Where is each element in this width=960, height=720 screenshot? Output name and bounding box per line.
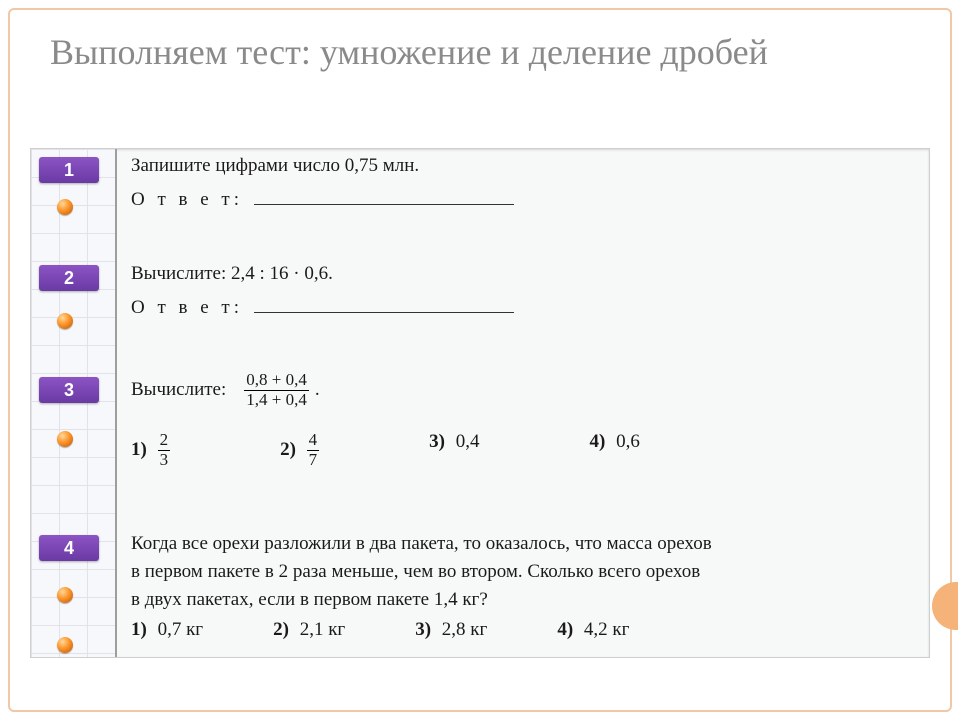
option-1[interactable]: 1) 2 3	[131, 431, 170, 469]
question-number-1: 1	[39, 157, 99, 183]
bullet-icon	[57, 199, 73, 215]
question-number-4: 4	[39, 535, 99, 561]
question-3-prefix: Вычислите:	[131, 379, 226, 401]
option-2[interactable]: 2) 4 7	[280, 431, 319, 469]
option-3[interactable]: 3) 0,4	[429, 431, 479, 469]
question-3-prompt: Вычислите: 0,8 + 0,4 1,4 + 0,4 .	[131, 371, 919, 409]
question-1-answer-row: О т в е т:	[131, 189, 919, 211]
question-3: Вычислите: 0,8 + 0,4 1,4 + 0,4 . 1) 2 3	[131, 371, 919, 470]
option-2[interactable]: 2) 2,1 кг	[273, 619, 345, 641]
question-2-answer-row: О т в е т:	[131, 297, 919, 319]
question-number-3: 3	[39, 377, 99, 403]
option-1[interactable]: 1) 0,7 кг	[131, 619, 203, 641]
option-4[interactable]: 4) 4,2 кг	[557, 619, 629, 641]
answer-blank[interactable]	[254, 298, 514, 313]
question-1: Запишите цифрами число 0,75 млн. О т в е…	[131, 155, 919, 211]
bullet-icon	[57, 313, 73, 329]
question-number-2: 2	[39, 265, 99, 291]
answer-blank[interactable]	[254, 190, 514, 205]
page-title: Выполняем тест: умножение и деление дроб…	[50, 30, 910, 75]
question-4: Когда все орехи разложили в два пакета, …	[131, 533, 919, 641]
option-3[interactable]: 3) 2,8 кг	[415, 619, 487, 641]
grid-column	[31, 149, 117, 657]
answer-label: О т в е т:	[131, 297, 243, 318]
bullet-icon	[57, 431, 73, 447]
question-2-prompt: Вычислите: 2,4 : 16 · 0,6.	[131, 263, 919, 285]
question-4-line3: в двух пакетах, если в первом пакете 1,4…	[131, 589, 919, 611]
bullet-icon	[57, 637, 73, 653]
question-2: Вычислите: 2,4 : 16 · 0,6. О т в е т:	[131, 263, 919, 319]
question-1-prompt: Запишите цифрами число 0,75 млн.	[131, 155, 919, 177]
worksheet: 1 2 3 4 Запишите цифрами число 0,75 млн.…	[30, 148, 930, 658]
question-3-options: 1) 2 3 2) 4 7 3) 0,4	[131, 431, 919, 469]
slide: Выполняем тест: умножение и деление дроб…	[0, 0, 960, 720]
question-3-suffix: .	[315, 379, 320, 401]
question-4-line2: в первом пакете в 2 раза меньше, чем во …	[131, 561, 919, 583]
question-4-line1: Когда все орехи разложили в два пакета, …	[131, 533, 919, 555]
answer-label: О т в е т:	[131, 189, 243, 210]
question-3-fraction: 0,8 + 0,4 1,4 + 0,4	[244, 371, 309, 409]
bullet-icon	[57, 587, 73, 603]
question-4-options: 1) 0,7 кг 2) 2,1 кг 3) 2,8 кг 4) 4,2 кг	[131, 619, 919, 641]
option-4[interactable]: 4) 0,6	[589, 431, 639, 469]
